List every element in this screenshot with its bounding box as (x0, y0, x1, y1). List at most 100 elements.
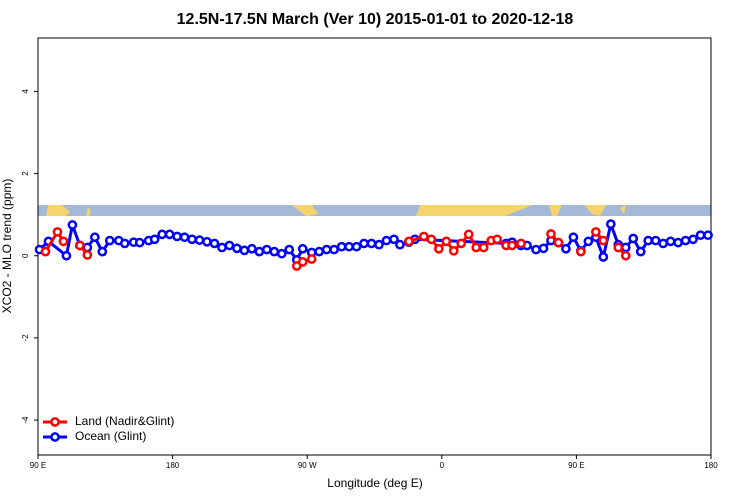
data-point (658, 238, 668, 249)
data-point (261, 244, 272, 255)
data-point (82, 250, 93, 260)
data-point (553, 237, 564, 248)
data-point (97, 246, 108, 257)
data-point (673, 237, 683, 248)
data-point (404, 236, 414, 247)
y-tick-label: 2 (21, 171, 30, 176)
data-point (202, 236, 212, 247)
x-tick-label: 180 (704, 461, 718, 470)
data-point (395, 239, 405, 250)
data-point (157, 229, 167, 240)
legend-label: Ocean (Glint) (75, 429, 146, 443)
legend-marker (50, 417, 60, 427)
data-point (359, 238, 369, 249)
data-point (635, 246, 646, 257)
chart-title: 12.5N-17.5N March (Ver 10) 2015-01-01 to… (177, 11, 574, 28)
data-point (448, 245, 459, 256)
data-point (75, 240, 85, 251)
data-point (620, 250, 631, 261)
data-point (40, 246, 51, 257)
data-point (538, 243, 549, 254)
data-point (576, 246, 586, 257)
data-point (269, 246, 280, 257)
data-point (507, 240, 517, 251)
data-point (478, 242, 489, 253)
y-tick-label: -2 (21, 334, 30, 342)
data-point (321, 244, 332, 255)
x-tick-label: 0 (440, 461, 445, 470)
data-point (306, 254, 317, 264)
data-point (164, 229, 175, 240)
legend-marker (50, 432, 60, 442)
data-point (605, 219, 616, 229)
data-point (366, 238, 377, 249)
data-point (276, 248, 287, 259)
data-point (568, 232, 579, 243)
data-point (650, 235, 661, 246)
data-point (433, 243, 444, 254)
data-point (456, 238, 467, 249)
y-tick-label: 0 (21, 253, 30, 258)
data-point (471, 242, 482, 253)
data-point (561, 243, 571, 254)
data-point (149, 234, 160, 245)
map-strip (38, 205, 711, 216)
data-point (598, 252, 609, 262)
data-point (254, 246, 265, 257)
data-point (643, 235, 654, 246)
x-tick-label: 90 E (568, 461, 584, 470)
data-point (516, 238, 526, 249)
data-point (620, 242, 631, 253)
data-point (613, 242, 624, 253)
data-point (598, 235, 609, 246)
data-point (463, 229, 474, 240)
data-point (224, 240, 235, 251)
x-tick-label: 90 W (298, 461, 317, 470)
data-point (531, 244, 541, 255)
data-point (590, 227, 601, 237)
data-point (172, 231, 182, 242)
data-point (134, 237, 145, 248)
y-tick-label: 4 (21, 89, 30, 94)
data-point (58, 236, 69, 247)
data-point (665, 236, 676, 247)
x-tick-label: 180 (166, 461, 180, 470)
data-point (492, 234, 502, 245)
data-point (297, 243, 308, 254)
data-point (374, 239, 384, 250)
data-point (426, 234, 437, 245)
data-point (247, 243, 257, 254)
data-point (67, 220, 78, 230)
data-point (297, 257, 308, 267)
data-point (441, 236, 452, 247)
data-point (314, 246, 325, 257)
data-point (546, 229, 556, 239)
data-point (680, 235, 691, 246)
data-point (583, 236, 594, 247)
y-tick-label: -4 (21, 416, 30, 424)
x-tick-label: 90 E (30, 461, 46, 470)
data-point (187, 234, 197, 245)
y-axis-label: XCO2 - MLO trend (ppm) (0, 179, 14, 314)
data-point (217, 242, 227, 253)
data-point (61, 250, 72, 261)
data-point (329, 244, 339, 255)
data-point (381, 235, 392, 246)
data-point (89, 232, 100, 243)
data-point (239, 245, 250, 256)
data-point (232, 243, 242, 254)
data-point (344, 241, 354, 252)
data-point (351, 241, 362, 252)
data-point (194, 235, 205, 245)
data-point (389, 234, 399, 245)
data-point (209, 238, 220, 249)
data-point (179, 232, 190, 243)
data-point (336, 241, 347, 252)
data-point (284, 244, 295, 255)
x-axis-label: Longitude (deg E) (327, 476, 422, 490)
data-point (52, 227, 63, 237)
legend-label: Land (Nadir&Glint) (75, 414, 174, 428)
data-point (104, 235, 115, 246)
data-point (119, 238, 130, 249)
